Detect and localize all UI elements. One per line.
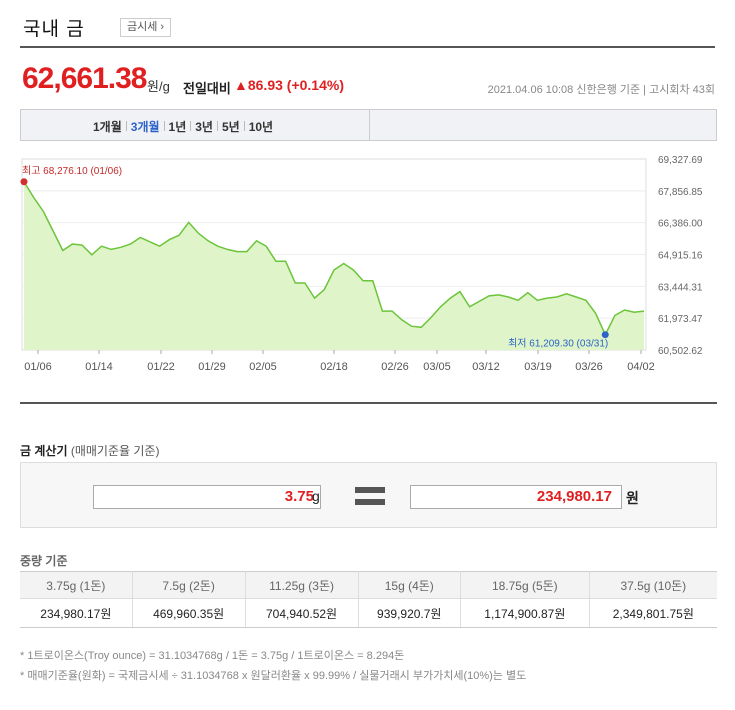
min-marker — [601, 331, 609, 339]
change-label: 전일대비 — [183, 81, 231, 96]
weight-header-cell: 18.75g (5돈) — [460, 571, 590, 599]
weight-value-cell: 2,349,801.75원 — [589, 598, 717, 628]
max-label: 최고 68,276.10 (01/06) — [22, 165, 122, 177]
x-tick-label: 02/26 — [381, 361, 409, 373]
page-title: 국내 금 — [23, 19, 85, 40]
y-tick-label: 60,502.62 — [658, 346, 703, 357]
tab-list: 1개월 3개월 1년 3년 5년 10년 — [89, 118, 277, 135]
tab-period-1[interactable]: 3개월 — [130, 120, 160, 134]
weight-header-cell: 15g (4돈) — [358, 571, 462, 599]
price-output-unit: 원 — [626, 490, 639, 506]
price-line — [23, 181, 645, 337]
weight-table-title: 중량 기준 — [20, 554, 68, 568]
x-tick-label: 01/14 — [85, 361, 113, 373]
weight-header-cell: 7.5g (2돈) — [132, 571, 246, 599]
calculator-title: 금 계산기 (매매기준율 기준) — [20, 442, 159, 459]
x-tick-label: 04/02 — [627, 361, 655, 373]
y-tick-label: 61,973.47 — [658, 314, 703, 325]
note-troy-ounce: * 1트로이온스(Troy ounce) = 31.1034768g / 1돈 … — [20, 650, 405, 662]
x-tick-label: 03/19 — [524, 361, 552, 373]
tab-separator — [216, 121, 218, 131]
price-chart: 69,327.69 67,856.85 66,386.00 64,915.16 63,4… — [20, 155, 703, 373]
tab-period-0[interactable]: 1개월 — [93, 120, 122, 134]
min-label: 최저 61,209.30 (03/31) — [508, 338, 608, 350]
tab-period-2[interactable]: 1년 — [168, 120, 187, 134]
source-info: 2021.04.06 10:08 신한은행 기준 | 고시회차 43회 — [487, 84, 715, 96]
tab-separator — [125, 121, 127, 131]
weight-value-cell: 704,940.52원 — [245, 598, 359, 628]
x-tick-label: 01/06 — [24, 361, 52, 373]
x-tick-label: 01/22 — [147, 361, 175, 373]
weight-unit: g — [312, 488, 320, 504]
max-marker — [20, 178, 28, 186]
y-tick-label: 67,856.85 — [658, 187, 703, 198]
price-unit: 원/g — [147, 79, 170, 94]
y-tick-label: 66,386.00 — [658, 219, 703, 230]
weight-table: 3.75g (1돈) 7.5g (2돈) 11.25g (3돈) 15g (4돈) 18… — [20, 571, 717, 628]
section-divider — [20, 402, 717, 404]
calculator-box: 3.75 g 234,980.17 원 — [20, 462, 717, 528]
change-value: ▲86.93 (+0.14%) — [234, 77, 344, 93]
weight-header-cell: 37.5g (10돈) — [589, 571, 717, 599]
note-base-rate: * 매매기준율(원화) = 국제금시세 ÷ 31.1034768 x 원달러환율… — [20, 670, 527, 682]
period-tabs: 1개월 3개월 1년 3년 5년 10년 — [20, 109, 717, 141]
weight-value-cell: 939,920.7원 — [358, 598, 462, 628]
page-header: 국내 금 금시세 › — [20, 0, 715, 48]
x-tick-label: 01/29 — [198, 361, 226, 373]
current-price: 62,661.38 — [22, 62, 147, 95]
tab-separator — [190, 121, 192, 131]
x-tick-label: 03/05 — [423, 361, 451, 373]
tab-bar-divider — [369, 110, 370, 140]
weight-value-cell: 469,960.35원 — [132, 598, 246, 628]
tab-period-3[interactable]: 3년 — [195, 120, 213, 134]
calculator-title-text: 금 계산기 — [20, 444, 68, 458]
x-tick-label: 02/05 — [249, 361, 277, 373]
weight-input[interactable]: 3.75 — [93, 485, 321, 509]
y-tick-label: 64,915.16 — [658, 251, 703, 262]
x-tick-label: 03/26 — [575, 361, 603, 373]
weight-value-cell: 1,174,900.87원 — [460, 598, 590, 628]
weight-table-header: 3.75g (1돈) 7.5g (2돈) 11.25g (3돈) 15g (4돈) 18… — [20, 571, 717, 599]
y-tick-label: 69,327.69 — [658, 155, 703, 166]
tab-period-4[interactable]: 5년 — [221, 120, 240, 134]
table-row: 234,980.17원 469,960.35원 704,940.52원 939,920… — [20, 598, 717, 628]
calculator-subtitle: (매매기준율 기준) — [70, 444, 160, 458]
price-output[interactable]: 234,980.17 — [410, 485, 622, 509]
x-tick-label: 02/18 — [320, 361, 348, 373]
weight-value-cell: 234,980.17원 — [20, 598, 133, 628]
tab-separator — [163, 121, 165, 131]
price-area — [24, 181, 644, 350]
weight-header-cell: 3.75g (1돈) — [20, 571, 133, 599]
tab-period-5[interactable]: 10년 — [248, 120, 274, 134]
x-tick-label: 03/12 — [472, 361, 500, 373]
gold-price-link[interactable]: 금시세 › — [120, 18, 172, 37]
y-tick-label: 63,444.31 — [658, 282, 703, 293]
weight-header-cell: 11.25g (3돈) — [245, 571, 359, 599]
price-summary: 62,661.38 원/g 전일대비 ▲86.93 (+0.14%) 2021.… — [22, 62, 717, 100]
equals-icon — [355, 487, 385, 511]
tab-separator — [243, 121, 245, 131]
